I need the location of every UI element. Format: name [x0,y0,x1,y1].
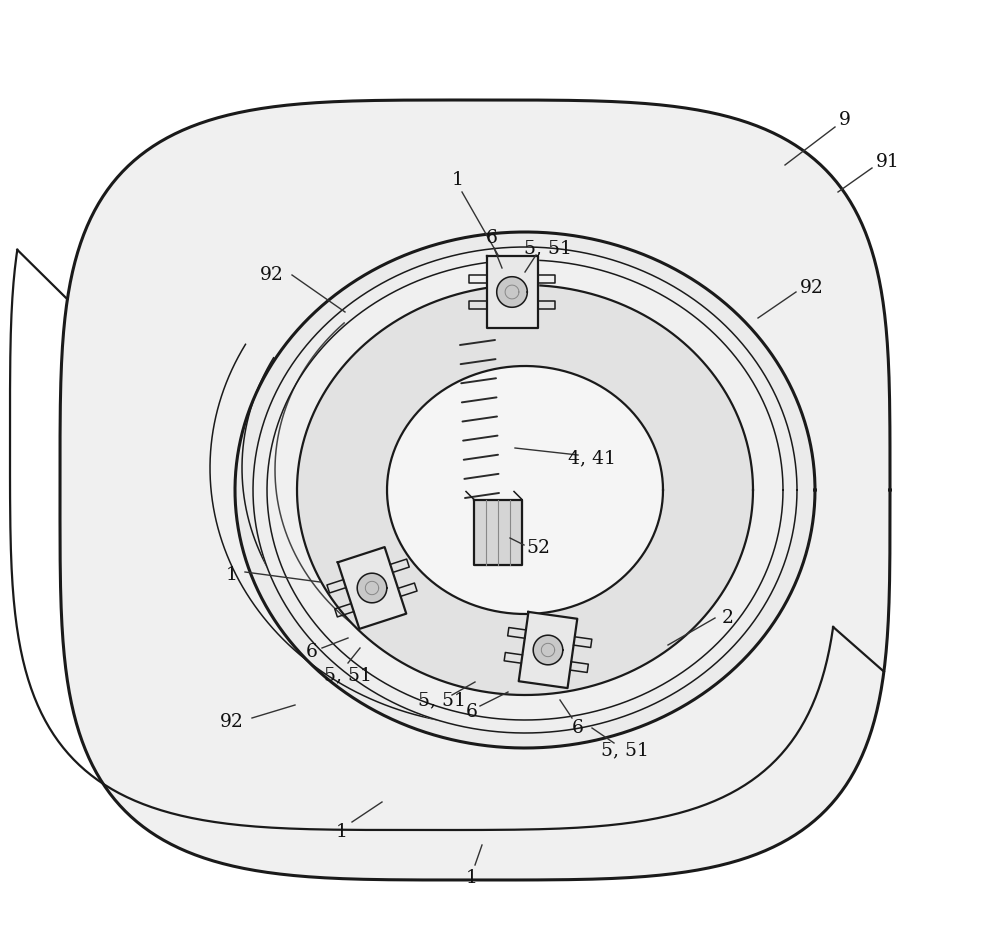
Text: 1: 1 [336,823,348,841]
Text: 1: 1 [226,566,238,584]
Polygon shape [297,285,753,695]
Polygon shape [60,100,890,880]
Text: 6: 6 [572,719,584,737]
Text: 1: 1 [466,869,478,887]
Text: 5, 51: 5, 51 [524,239,572,257]
Text: 92: 92 [260,266,284,284]
Text: 4, 41: 4, 41 [568,449,616,467]
Polygon shape [486,256,538,328]
Polygon shape [235,232,815,748]
Text: 52: 52 [526,539,550,557]
Polygon shape [519,612,577,688]
Polygon shape [533,636,563,665]
Polygon shape [357,573,387,603]
Text: 1: 1 [452,171,464,189]
Text: 6: 6 [486,229,498,247]
Text: 5, 51: 5, 51 [324,666,372,684]
Polygon shape [267,260,783,720]
Polygon shape [387,366,663,614]
Text: 5, 51: 5, 51 [418,691,466,709]
Text: 91: 91 [876,153,900,171]
Text: 2: 2 [722,609,734,627]
Text: 92: 92 [220,713,244,731]
Polygon shape [338,548,406,629]
Text: 9: 9 [839,111,851,129]
Polygon shape [253,247,797,733]
Text: 5, 51: 5, 51 [601,741,649,759]
Text: 6: 6 [306,643,318,661]
Polygon shape [474,500,522,564]
Polygon shape [497,277,527,307]
Text: 6: 6 [466,703,478,721]
Text: 92: 92 [800,279,824,297]
